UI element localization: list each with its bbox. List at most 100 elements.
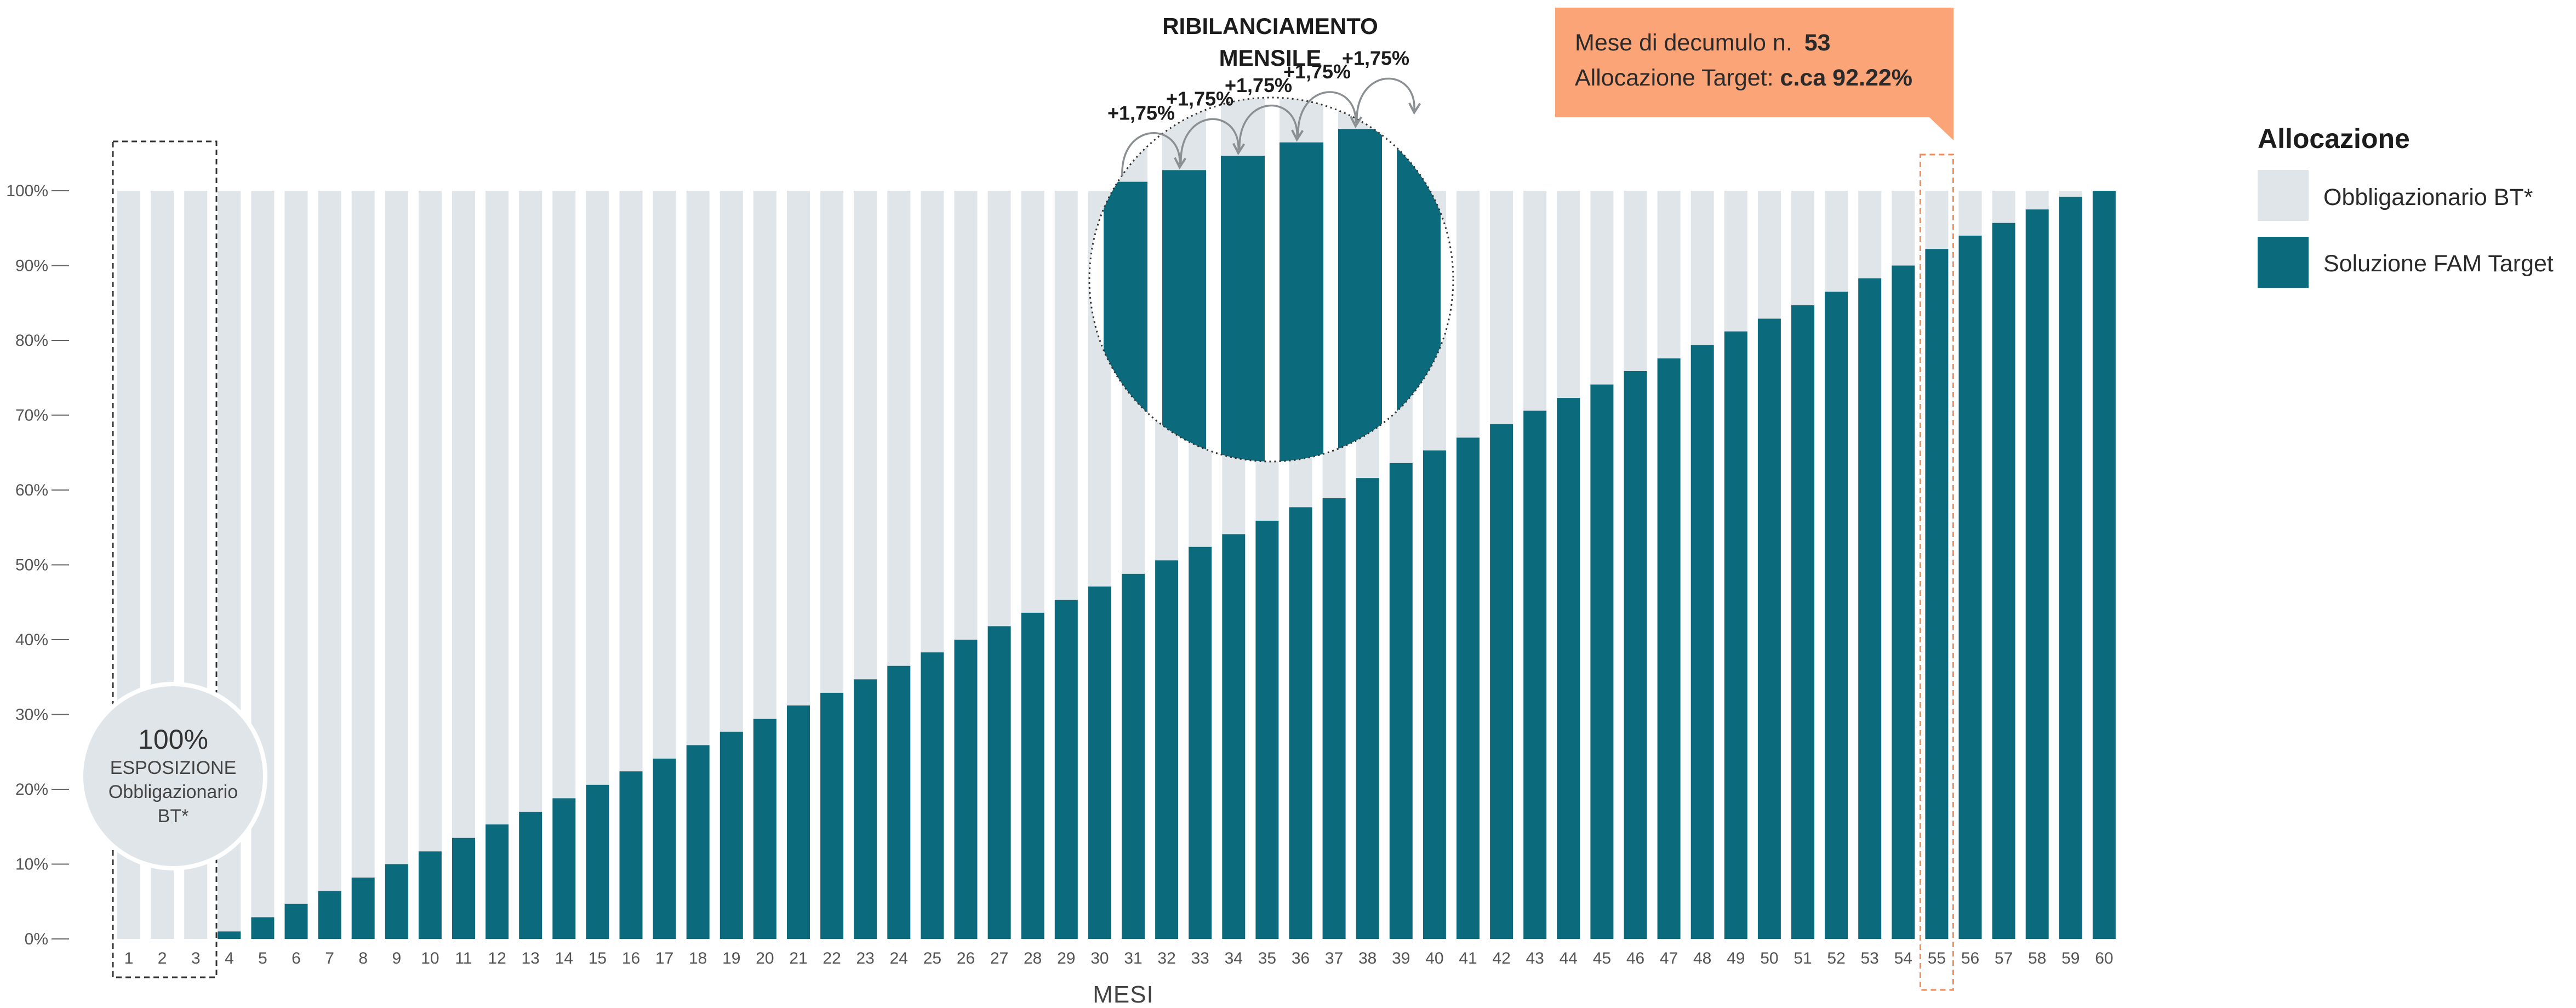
zoom-bar-target	[1221, 156, 1265, 462]
bar-target-31	[1122, 573, 1145, 939]
bar-target-15	[586, 784, 609, 939]
bar-target-37	[1322, 498, 1346, 939]
bar-bonds-11	[452, 191, 475, 838]
initial-exposure-badge: 100% ESPOSIZIONE Obbligazionario BT*	[79, 682, 267, 870]
zoom-bar-target	[1338, 129, 1382, 462]
bar-target-9	[385, 864, 408, 939]
bar-target-30	[1088, 586, 1111, 939]
x-tick-label: 49	[1727, 949, 1745, 967]
x-tick-label: 5	[258, 949, 267, 967]
x-tick-label: 10	[421, 949, 439, 967]
increment-label: +1,75%	[1166, 87, 1233, 110]
increment-label: +1,75%	[1342, 47, 1409, 70]
y-tick-label: 60%	[15, 481, 48, 499]
bar-target-46	[1624, 371, 1647, 939]
bar-target-19	[719, 731, 743, 939]
x-tick-label: 39	[1392, 949, 1410, 967]
bar-bonds-51	[1791, 191, 1814, 305]
bar-bonds-54	[1892, 191, 1915, 266]
rebalance-arrow	[1238, 104, 1304, 151]
bar-target-47	[1657, 358, 1681, 939]
bar-bonds-46	[1624, 191, 1647, 371]
bar-target-44	[1557, 398, 1580, 939]
x-tick-label: 40	[1425, 949, 1443, 967]
bar-target-5	[251, 917, 275, 939]
x-tick-label: 3	[191, 949, 201, 967]
zoom-bar-target	[1162, 170, 1206, 462]
x-tick-label: 32	[1157, 949, 1175, 967]
x-tick-label: 27	[990, 949, 1008, 967]
bar-target-41	[1457, 437, 1480, 939]
increment-label: +1,75%	[1283, 60, 1351, 83]
bar-target-39	[1389, 463, 1413, 939]
x-tick-label: 2	[158, 949, 167, 967]
bar-target-23	[854, 679, 877, 939]
rebalance-arrow	[1180, 118, 1246, 165]
rebalancing-zoom: +1,75%+1,75%+1,75%+1,75%+1,75%	[1088, 47, 1454, 463]
bar-bonds-26	[954, 191, 978, 640]
zoom-title-line-2: MENSILE	[1219, 45, 1322, 71]
bar-target-18	[686, 745, 710, 939]
bar-target-54	[1892, 265, 1915, 939]
bar-target-27	[987, 626, 1011, 939]
bar-bonds-56	[1958, 191, 1982, 236]
x-tick-label: 35	[1258, 949, 1276, 967]
highlighted-month-box	[1919, 153, 1954, 991]
legend-title: Allocazione	[2258, 123, 2410, 154]
increment-label: +1,75%	[1107, 101, 1175, 124]
bar-bonds-53	[1858, 191, 1882, 278]
bar-bonds-58	[2025, 191, 2049, 210]
callout-month-number: 53	[1804, 30, 1831, 56]
x-tick-label: 16	[622, 949, 640, 967]
y-tick-label: 30%	[15, 706, 48, 724]
rebalance-arrow	[1356, 77, 1421, 124]
bar-bonds-10	[418, 191, 442, 852]
bar-bonds-48	[1690, 191, 1714, 345]
x-tick-label: 60	[2095, 949, 2113, 967]
x-tick-label: 15	[589, 949, 607, 967]
bar-target-12	[486, 824, 509, 939]
x-tick-label: 17	[655, 949, 673, 967]
rebalance-arrow	[1121, 132, 1187, 176]
badge-line-2: Obbligazionario	[108, 782, 238, 802]
x-tick-label: 29	[1057, 949, 1075, 967]
callout-line-1: Mese di decumulo n. 53	[1575, 30, 1831, 56]
x-tick-label: 14	[555, 949, 573, 967]
bar-target-33	[1189, 546, 1212, 939]
bar-target-16	[619, 771, 643, 939]
x-tick-label: 53	[1861, 949, 1879, 967]
bar-target-43	[1523, 411, 1547, 939]
y-tick-label: 80%	[15, 332, 48, 350]
bar-bonds-52	[1825, 191, 1848, 292]
x-tick-label: 51	[1794, 949, 1812, 967]
bar-target-24	[887, 665, 911, 939]
y-tick-label: 100%	[6, 182, 48, 200]
initial-period-box	[112, 140, 218, 978]
zoom-title-line-1: RIBILANCIAMENTO	[1162, 13, 1378, 39]
bar-bonds-49	[1724, 191, 1747, 332]
badge-percent: 100%	[138, 724, 208, 755]
bar-target-35	[1255, 520, 1279, 939]
callout-line-2: Allocazione Target: c.ca 92.22%	[1575, 65, 1912, 91]
x-tick-label: 34	[1225, 949, 1243, 967]
bar-target-29	[1054, 600, 1078, 939]
legend-swatch-target	[2258, 237, 2309, 288]
bar-target-11	[452, 838, 475, 939]
x-tick-label: 36	[1292, 949, 1310, 967]
x-tick-label: 21	[789, 949, 807, 967]
bar-bonds-42	[1490, 191, 1513, 424]
bar-bonds-55	[1925, 191, 1949, 249]
bar-target-21	[787, 705, 810, 939]
bar-bonds-59	[2059, 191, 2082, 197]
x-tick-label: 23	[856, 949, 875, 967]
x-tick-label: 38	[1358, 949, 1376, 967]
bar-bonds-17	[653, 191, 676, 759]
bar-target-10	[418, 851, 442, 939]
x-tick-label: 56	[1961, 949, 1979, 967]
bar-bonds-20	[753, 191, 776, 719]
bar-target-4	[218, 931, 241, 939]
bar-target-48	[1690, 345, 1714, 939]
bar-bonds-21	[787, 191, 810, 706]
callout-line-2-prefix: Allocazione Target:	[1575, 65, 1774, 91]
